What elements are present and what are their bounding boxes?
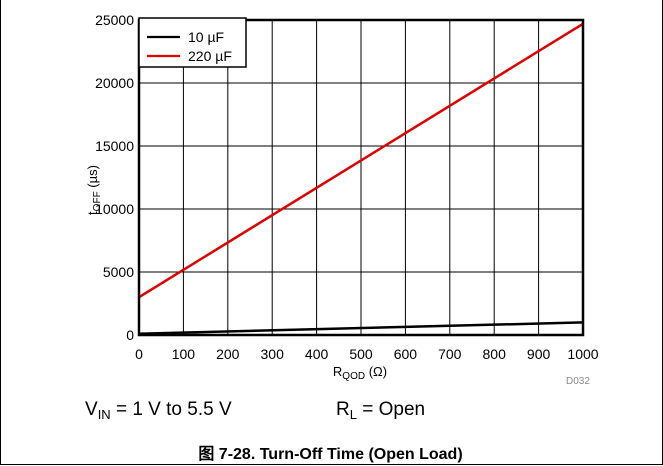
plot-frame (137, 18, 585, 337)
legend-label-220uf: 220 µF (188, 48, 232, 64)
y-tick-label: 15000 (95, 138, 134, 154)
tick-labels: 0 100 200 300 400 500 600 700 800 900 100005000100… (95, 12, 599, 362)
grid (139, 20, 583, 335)
x-tick-label: 100 (172, 346, 196, 362)
x-tick-label: 700 (438, 346, 462, 362)
x-tick-label: 800 (483, 346, 507, 362)
figure-id: D032 (566, 376, 590, 387)
y-tick-label: 10000 (95, 201, 134, 217)
y-tick-label: 0 (126, 327, 134, 343)
condition-vin: VIN = 1 V to 5.5 V (85, 399, 232, 422)
series-line-10uf (138, 321, 584, 335)
figure-caption: 图 7-28. Turn-Off Time (Open Load) (198, 446, 463, 463)
x-tick-label: 300 (261, 346, 285, 362)
x-tick-label: 0 (135, 346, 143, 362)
x-tick-label: 600 (394, 346, 418, 362)
x-tick-label: 200 (216, 346, 240, 362)
x-tick-label: 500 (349, 346, 373, 362)
y-axis-label: tOFF (µs) (85, 165, 103, 215)
legend-box (138, 17, 247, 68)
x-axis-label: RQOD (Ω) (333, 364, 387, 382)
y-tick-label: 25000 (95, 12, 134, 28)
series-layer (138, 22, 584, 335)
y-tick-label: 20000 (95, 75, 134, 91)
x-tick-label: 1000 (567, 346, 598, 362)
legend-label-10uf: 10 µF (188, 29, 224, 45)
x-tick-label: 900 (527, 346, 551, 362)
legend: 10 µF 220 µF (138, 17, 247, 68)
y-tick-label: 5000 (103, 264, 134, 280)
x-tick-label: 400 (305, 346, 329, 362)
series-line-220uf (138, 22, 584, 299)
chart: 0 100 200 300 400 500 600 700 800 900 100005000100… (85, 12, 599, 387)
condition-rl: RL = Open (336, 399, 426, 422)
